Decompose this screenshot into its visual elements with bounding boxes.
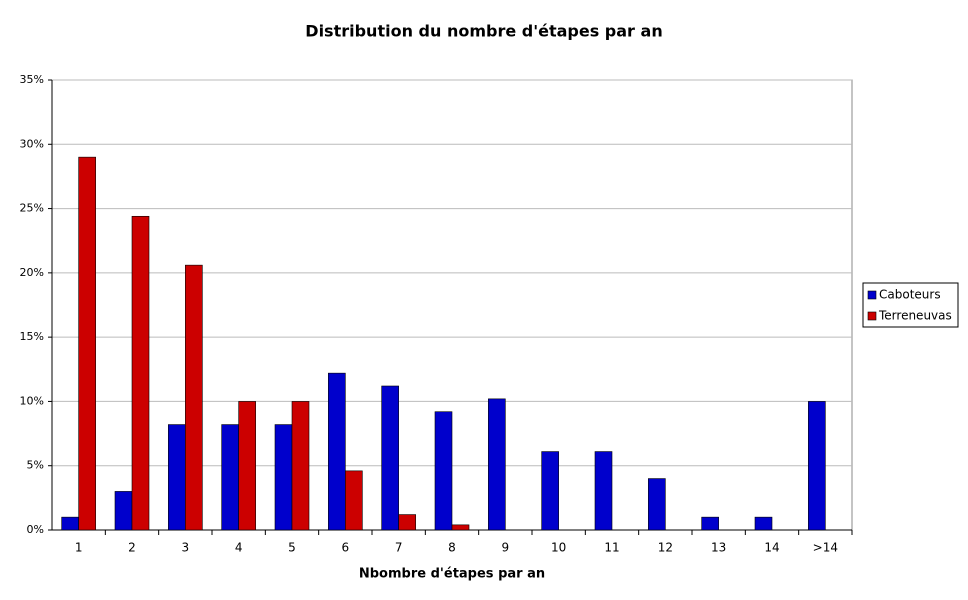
bar [328,372,346,531]
bar [274,424,293,531]
legend-box [862,282,959,328]
x-axis-title: Nbombre d'étapes par an [359,567,545,582]
bar [381,385,399,531]
x-tick-label: 2 [128,541,136,555]
bar [451,524,470,531]
bar [648,478,666,531]
y-tick-label: 20% [20,266,44,279]
x-tick-label: 14 [764,541,779,555]
legend-label: Terreneuvas [878,309,952,323]
bar [594,451,613,531]
y-tick-label: 25% [20,202,44,215]
x-tick-label: 10 [551,541,566,555]
x-tick-label: 8 [448,541,456,555]
x-tick-label: 7 [395,541,403,555]
y-tick-label: 35% [20,73,44,86]
x-tick-label: 3 [182,541,190,555]
bar [185,264,203,531]
bar [488,398,506,531]
chart-title: Distribution du nombre d'étapes par an [305,22,662,41]
bar [345,470,363,531]
bar [221,424,239,531]
bar [114,491,133,531]
y-tick-label: 10% [20,394,44,407]
y-tick-label: 15% [20,330,44,343]
bar [434,411,453,531]
legend-swatch [867,311,877,321]
bar [131,215,150,531]
x-tick-label: >14 [813,541,838,555]
bar [808,401,826,531]
y-tick-label: 5% [27,459,44,472]
bar [78,156,96,531]
bar [168,424,186,531]
x-tick-label: 13 [711,541,726,555]
bar [291,401,310,531]
bar [701,516,719,531]
legend-label: Caboteurs [879,288,941,302]
x-tick-label: 12 [658,541,673,555]
x-tick-label: 9 [502,541,510,555]
bar [238,401,256,531]
x-tick-label: 6 [342,541,350,555]
bar [398,514,416,531]
legend-swatch [867,290,877,300]
x-tick-label: 4 [235,541,243,555]
y-tick-label: 30% [20,137,44,150]
bar [541,451,559,531]
bar [61,516,79,531]
bar [754,516,773,531]
x-tick-label: 5 [288,541,296,555]
x-tick-label: 11 [604,541,619,555]
x-tick-label: 1 [75,541,83,555]
y-tick-label: 0% [27,523,44,536]
